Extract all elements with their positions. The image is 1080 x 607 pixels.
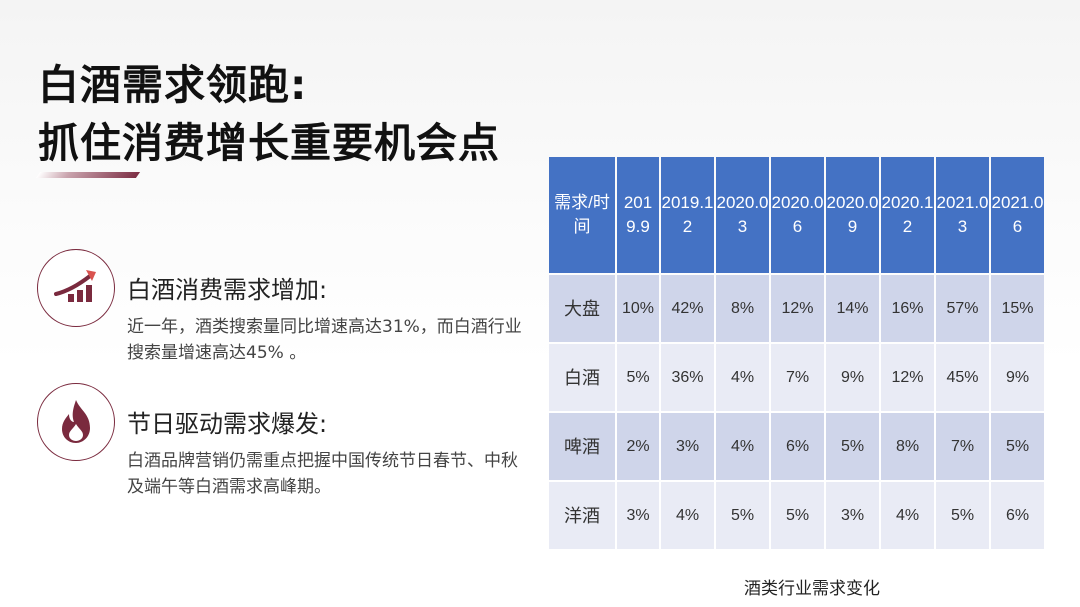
feature-title-festival: 节日驱动需求爆发:	[127, 410, 328, 438]
table-cell: 3%	[661, 413, 714, 480]
table-header-cell: 2019.9	[617, 157, 659, 273]
table-cell: 7%	[771, 344, 824, 411]
table-cell: 6%	[991, 482, 1044, 549]
page-title-line1: 白酒需求领跑:	[38, 61, 308, 109]
table-cell: 7%	[936, 413, 989, 480]
table-cell: 4%	[881, 482, 934, 549]
table-cell: 9%	[991, 344, 1044, 411]
table-header-cell: 2021.06	[991, 157, 1044, 273]
table-cell: 57%	[936, 275, 989, 342]
table-cell: 36%	[661, 344, 714, 411]
table-cell: 8%	[881, 413, 934, 480]
table-cell: 5%	[826, 413, 879, 480]
table-caption: 酒类行业需求变化	[744, 579, 880, 599]
table-header-cell: 需求/时间	[549, 157, 615, 273]
feature-title-demand: 白酒消费需求增加:	[127, 276, 328, 304]
table-cell: 3%	[826, 482, 879, 549]
table-cell: 42%	[661, 275, 714, 342]
table-cell-category: 啤酒	[549, 413, 615, 480]
growth-chart-icon	[37, 249, 115, 327]
table-cell: 12%	[771, 275, 824, 342]
table-cell: 6%	[771, 413, 824, 480]
table-cell: 5%	[617, 344, 659, 411]
table-header-cell: 2020.12	[881, 157, 934, 273]
table-header-cell: 2020.06	[771, 157, 824, 273]
table-cell-category: 洋酒	[549, 482, 615, 549]
table-cell: 8%	[716, 275, 769, 342]
table-row: 洋酒 3% 4% 5% 5% 3% 4% 5% 6%	[549, 482, 1044, 549]
table-cell: 4%	[716, 344, 769, 411]
table-cell: 3%	[617, 482, 659, 549]
page-title: 白酒需求领跑: 抓住消费增长重要机会点	[38, 56, 500, 172]
table-cell: 5%	[991, 413, 1044, 480]
table-header-cell: 2019.12	[661, 157, 714, 273]
table-row: 大盘 10% 42% 8% 12% 14% 16% 57% 15%	[549, 275, 1044, 342]
feature-desc-festival: 白酒品牌营销仍需重点把握中国传统节日春节、中秋及端午等白酒需求高峰期。	[127, 451, 518, 497]
feature-desc-demand: 近一年，酒类搜索量同比增速高达31%，而白酒行业搜索量增速高达45% 。	[127, 317, 522, 363]
table-row: 啤酒 2% 3% 4% 6% 5% 8% 7% 5%	[549, 413, 1044, 480]
table-cell-category: 大盘	[549, 275, 615, 342]
table-cell: 5%	[771, 482, 824, 549]
page-title-line2: 抓住消费增长重要机会点	[38, 119, 500, 167]
table-cell: 5%	[936, 482, 989, 549]
table-cell: 45%	[936, 344, 989, 411]
table-cell: 4%	[661, 482, 714, 549]
table-header-cell: 2020.03	[716, 157, 769, 273]
table-cell: 12%	[881, 344, 934, 411]
table-cell: 9%	[826, 344, 879, 411]
table-cell: 4%	[716, 413, 769, 480]
table-header-cell: 2021.03	[936, 157, 989, 273]
table-cell: 16%	[881, 275, 934, 342]
table-row: 白酒 5% 36% 4% 7% 9% 12% 45% 9%	[549, 344, 1044, 411]
table-cell: 10%	[617, 275, 659, 342]
table-cell-category: 白酒	[549, 344, 615, 411]
flame-icon	[37, 383, 115, 461]
demand-table: 需求/时间 2019.9 2019.12 2020.03 2020.06 202…	[547, 155, 1046, 551]
table-header-row: 需求/时间 2019.9 2019.12 2020.03 2020.06 202…	[549, 157, 1044, 273]
title-underline	[35, 172, 141, 178]
table-header-cell: 2020.09	[826, 157, 879, 273]
table-cell: 5%	[716, 482, 769, 549]
table-cell: 2%	[617, 413, 659, 480]
table-cell: 15%	[991, 275, 1044, 342]
table-cell: 14%	[826, 275, 879, 342]
